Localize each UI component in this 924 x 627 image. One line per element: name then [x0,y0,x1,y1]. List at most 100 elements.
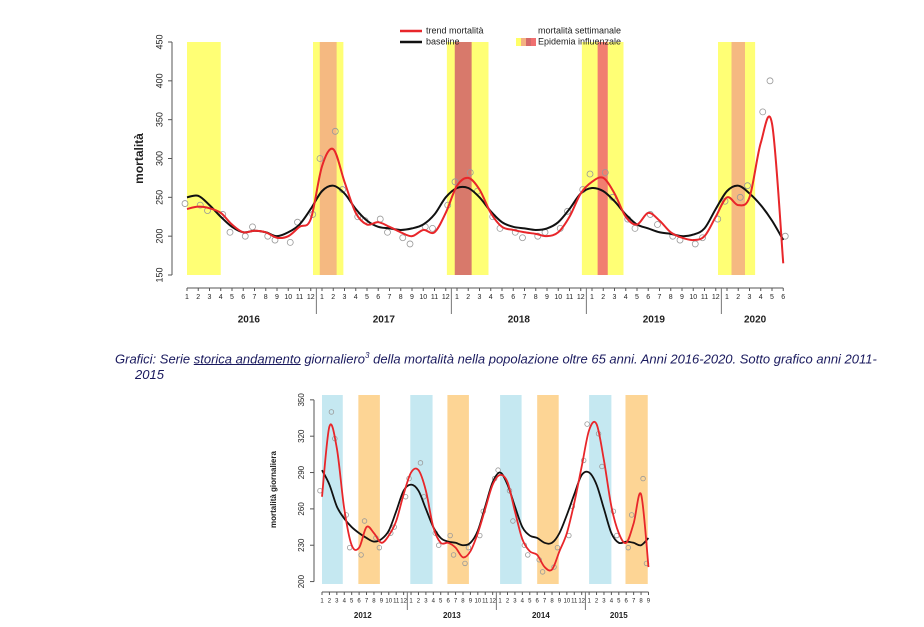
x-tick-label: 6 [536,599,540,605]
x-tick-label: 5 [350,599,354,605]
y-axis-label: mortalità giornaliera [269,451,278,528]
x-tick-label: 1 [320,294,324,301]
weekly-point [510,518,516,524]
x-tick-label: 3 [513,599,517,605]
x-tick-label: 7 [543,599,547,605]
x-tick-label: 3 [424,599,428,605]
year-label: 2014 [532,611,550,620]
x-tick-label: 3 [748,294,752,301]
x-tick-label: 5 [528,599,532,605]
epidemic-band [322,395,343,584]
x-tick-label: 11 [296,294,303,301]
epidemic-band [597,42,608,275]
y-tick-label: 230 [297,538,306,552]
x-tick-label: 1 [185,294,189,301]
weekly-point [631,224,639,232]
x-tick-label: 5 [770,294,774,301]
weekly-point [450,552,457,558]
x-tick-label: 1 [409,599,413,605]
x-tick-label: 4 [521,599,525,605]
x-tick-label: 9 [380,599,384,605]
x-tick-label: 10 [419,294,427,301]
y-tick-label: 200 [297,574,306,588]
x-tick-label: 5 [635,294,639,301]
x-tick-label: 9 [680,294,684,301]
weekly-point [328,409,335,415]
x-tick-label: 5 [365,294,369,301]
y-tick-label: 260 [297,502,306,516]
legend-swatch [531,38,536,46]
weekly-point [331,127,339,135]
series-line [186,115,785,264]
year-label: 2017 [373,315,396,326]
weekly-point [451,178,459,186]
legend-label: trend mortalità [426,25,484,35]
x-tick-label: 12 [307,294,315,301]
y-tick-label: 290 [297,465,306,479]
y-tick-label: 250 [154,190,164,205]
y-tick-label: 450 [154,34,164,49]
epidemic-band [187,42,221,275]
x-tick-label: 6 [376,294,380,301]
epidemic-band [358,395,380,584]
y-tick-label: 350 [297,393,306,407]
x-tick-label: 4 [489,294,493,301]
x-tick-label: 12 [712,294,720,301]
caption-text: giornaliero [300,351,366,367]
x-tick-label: 11 [431,294,438,301]
weekly-point [466,169,474,176]
weekly-point [417,460,424,466]
weekly-point [759,108,767,116]
x-tick-label: 7 [454,599,458,605]
y-tick-label: 320 [297,429,306,443]
x-tick-label: 12 [400,599,407,605]
weekly-point [584,421,590,427]
weekly-point [699,234,706,242]
weekly-point [447,532,453,539]
x-tick-label: 7 [523,294,527,301]
x-tick-label: 3 [613,294,617,301]
y-tick-label: 350 [154,112,164,127]
year-label: 2020 [744,315,767,326]
x-tick-label: 6 [781,294,785,301]
x-tick-label: 7 [253,294,257,301]
x-tick-label: 11 [393,599,400,605]
x-tick-label: 4 [624,294,628,301]
weekly-point [196,201,204,209]
x-tick-label: 9 [545,294,549,301]
series-line [321,421,650,572]
weekly-point [361,518,368,524]
x-tick-label: 5 [617,599,621,605]
x-tick-label: 3 [602,599,606,605]
weekly-point [654,221,661,228]
x-tick-label: 4 [759,294,763,301]
caption-text: Grafici: Serie [115,351,194,367]
x-tick-label: 8 [399,294,403,301]
year-label: 2018 [508,315,531,326]
legend-label: baseline [426,36,460,46]
x-tick-label: 1 [725,294,729,301]
x-tick-label: 6 [511,294,515,301]
y-tick-label: 300 [154,151,164,166]
legend-label: mortalità settimanale [538,25,621,35]
epidemic-band [319,42,337,275]
weekly-point [241,232,249,240]
x-tick-label: 6 [446,599,450,605]
x-tick-label: 10 [554,294,562,301]
x-tick-label: 2 [196,294,200,301]
x-tick-label: 2 [506,599,510,605]
weekly-point [358,552,364,558]
weekly-point [628,512,635,518]
x-tick-label: 10 [385,599,392,605]
y-tick-label: 150 [154,267,164,282]
weekly-point [354,213,362,221]
weekly-point [519,234,526,242]
weekly-point [586,170,594,178]
x-tick-label: 3 [343,294,347,301]
x-tick-label: 12 [578,599,585,605]
series-line [186,184,785,241]
legend-swatch [526,38,531,46]
x-tick-label: 2 [736,294,740,301]
x-tick-label: 6 [357,599,361,605]
weekly-point [564,207,571,215]
